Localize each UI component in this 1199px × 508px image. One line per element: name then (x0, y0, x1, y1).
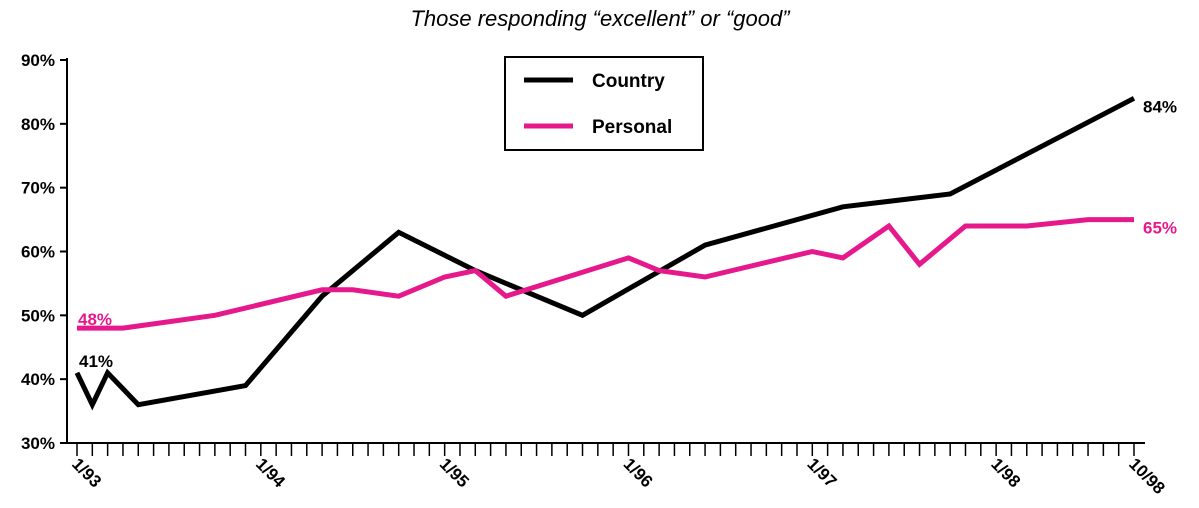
legend-label-personal: Personal (592, 117, 672, 138)
country-end-label: 84% (1143, 97, 1177, 116)
y-tick-label: 50% (21, 306, 55, 325)
x-tick-label: 1/93 (68, 454, 105, 491)
y-tick-label: 80% (21, 115, 55, 134)
series-lines (74, 96, 1136, 411)
series-line-country (74, 96, 1136, 411)
y-tick-label: 90% (21, 51, 55, 70)
series-line-personal (77, 217, 1134, 331)
legend: Country Personal (504, 56, 704, 151)
y-tick-label: 70% (21, 179, 55, 198)
x-axis-ticks: 1/93 1/94 1/95 1/96 1/97 1/98 10/98 (68, 443, 1169, 498)
legend-label-country: Country (592, 71, 665, 92)
y-tick-label: 30% (21, 434, 55, 453)
y-tick-label: 60% (21, 243, 55, 262)
x-tick-label: 10/98 (1125, 454, 1169, 498)
data-labels: 41% 84% 48% 65% (78, 97, 1177, 370)
x-tick-label: 1/98 (987, 454, 1024, 491)
x-tick-label: 1/96 (620, 454, 657, 491)
x-tick-label: 1/97 (803, 454, 840, 491)
chart-title: Those responding “excellent” or “good” (410, 6, 791, 31)
personal-start-label: 48% (78, 310, 112, 329)
legend-box (504, 56, 704, 151)
x-tick-label: 1/95 (436, 454, 473, 491)
personal-end-label: 65% (1143, 219, 1177, 238)
x-tick-label: 1/94 (252, 454, 289, 491)
country-start-label: 41% (79, 352, 113, 371)
y-axis-ticks: 30% 40% 50% 60% 70% 80% 90% (21, 51, 67, 453)
y-tick-label: 40% (21, 370, 55, 389)
